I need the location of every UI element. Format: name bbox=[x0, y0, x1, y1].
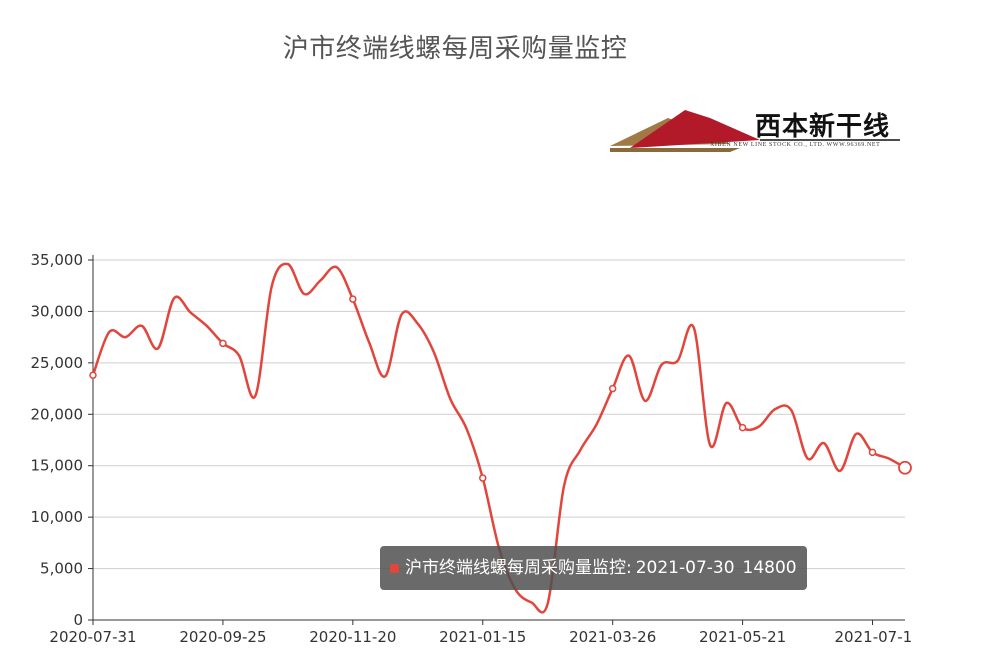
x-tick-label: 2021-07-1 bbox=[835, 628, 913, 646]
brand-logo: 西本新干线 XIBEN NEW LINE STOCK CO., LTD. WWW… bbox=[610, 100, 910, 162]
data-point[interactable] bbox=[868, 448, 877, 457]
x-tick-label: 2020-09-25 bbox=[179, 628, 266, 646]
y-tick-label: 20,000 bbox=[31, 405, 84, 423]
y-tick-label: 0 bbox=[73, 611, 83, 629]
y-tick-label: 5,000 bbox=[40, 560, 83, 578]
y-tick-label: 30,000 bbox=[31, 302, 84, 320]
x-tick-label: 2020-11-20 bbox=[309, 628, 396, 646]
data-point[interactable] bbox=[608, 384, 617, 393]
tooltip-value: 14800 bbox=[742, 558, 797, 578]
y-tick-label: 10,000 bbox=[31, 508, 84, 526]
tooltip-date: 2021-07-30 bbox=[635, 558, 735, 578]
x-tick-label: 2021-05-21 bbox=[699, 628, 786, 646]
y-tick-label: 15,000 bbox=[31, 457, 84, 475]
data-point[interactable] bbox=[738, 423, 747, 432]
tooltip-marker-icon bbox=[390, 563, 399, 573]
y-tick-label: 25,000 bbox=[31, 354, 84, 372]
y-tick-label: 35,000 bbox=[31, 251, 84, 269]
data-point[interactable] bbox=[89, 371, 97, 379]
logo-subtext: XIBEN NEW LINE STOCK CO., LTD. WWW.96369… bbox=[710, 142, 881, 148]
chart-title: 沪市终端线螺每周采购量监控 bbox=[282, 34, 628, 64]
x-tick-label: 2021-01-15 bbox=[439, 628, 526, 646]
data-point[interactable] bbox=[349, 295, 357, 303]
tooltip-label: 沪市终端线螺每周采购量监控: bbox=[405, 558, 632, 578]
data-point[interactable] bbox=[479, 474, 487, 482]
data-point-highlighted[interactable] bbox=[898, 460, 912, 475]
axes: 0 5,000 10,000 15,000 20,000 25,000 30,000 35,0… bbox=[31, 251, 913, 646]
x-tick-label: 2020-07-31 bbox=[49, 628, 136, 646]
x-tick-label: 2021-03-26 bbox=[569, 628, 656, 646]
data-points[interactable] bbox=[89, 295, 912, 482]
logo-mark-icon bbox=[610, 110, 900, 152]
logo-text: 西本新干线 bbox=[755, 112, 891, 142]
grid-lines bbox=[93, 259, 905, 570]
chart-tooltip: 沪市终端线螺每周采购量监控: 2021-07-30 14800 bbox=[380, 546, 807, 590]
data-point[interactable] bbox=[219, 339, 227, 348]
